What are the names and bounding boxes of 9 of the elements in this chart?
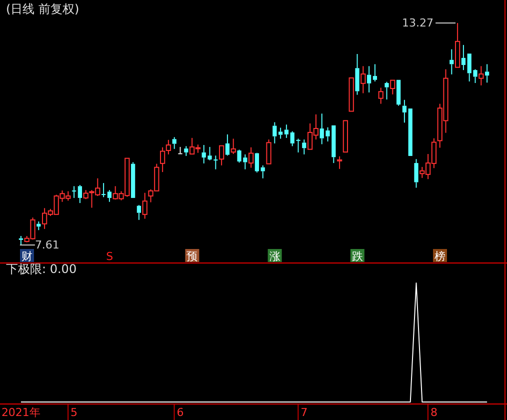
annotation: 7.61 — [34, 238, 60, 252]
chart-title: (日线 前复权) — [6, 2, 80, 16]
x-tick: 5 — [70, 406, 78, 419]
x-tick: 8 — [430, 406, 438, 419]
x-tick: 2021年 — [1, 406, 40, 419]
chart-title: 下极限: 0.00 — [6, 262, 77, 276]
x-tick: 7 — [300, 406, 308, 419]
annotation: 13.27 — [402, 16, 434, 30]
x-tick: 6 — [176, 406, 184, 419]
